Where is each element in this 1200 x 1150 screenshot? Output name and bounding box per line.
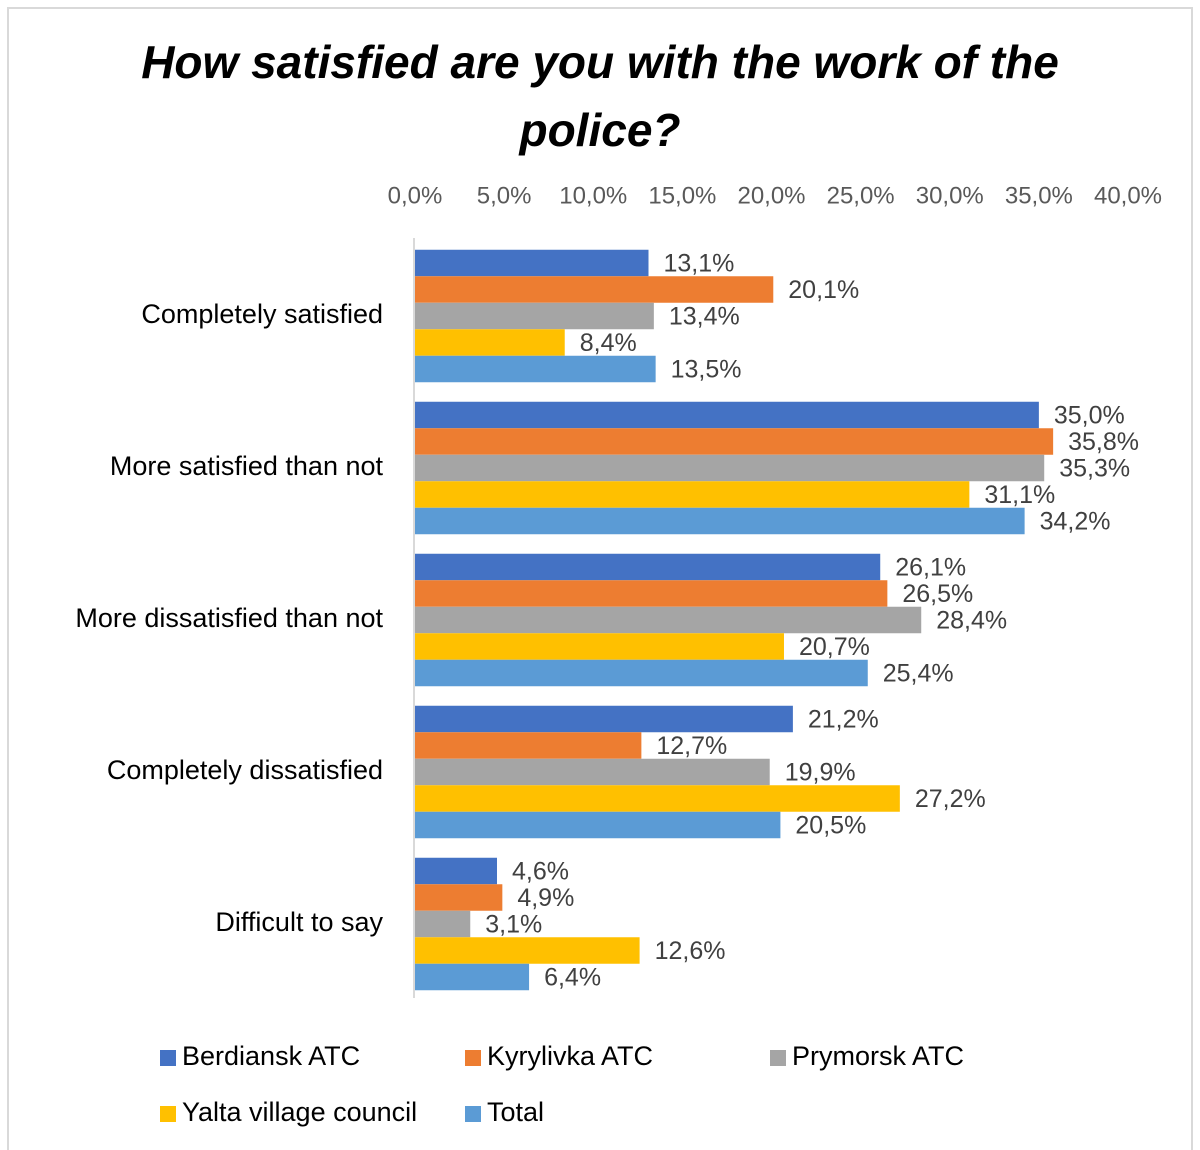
bar <box>415 276 774 303</box>
data-label: 35,0% <box>1054 402 1125 430</box>
data-label: 4,6% <box>512 858 569 886</box>
x-tick-label: 20,0% <box>737 182 805 209</box>
x-tick-label: 5,0% <box>477 182 532 209</box>
bar <box>415 302 654 330</box>
bar <box>415 884 503 911</box>
data-label: 4,9% <box>517 884 574 912</box>
legend-swatch <box>465 1106 481 1122</box>
bar <box>415 758 770 786</box>
x-tick-label: 25,0% <box>827 182 895 209</box>
data-label: 20,7% <box>799 633 870 661</box>
legend-label: Berdiansk ATC <box>182 1041 360 1071</box>
y-tick-label: Completely satisfied <box>141 299 383 329</box>
bar <box>415 580 888 607</box>
data-label: 19,9% <box>785 759 856 787</box>
x-tick-label: 30,0% <box>916 182 984 209</box>
x-tick-label: 10,0% <box>559 182 627 209</box>
legend-label: Yalta village council <box>182 1097 417 1127</box>
data-label: 35,3% <box>1059 455 1130 483</box>
data-label: 20,5% <box>795 812 866 840</box>
data-label: 35,8% <box>1068 428 1139 456</box>
bar <box>415 355 656 383</box>
bar <box>415 633 784 660</box>
data-label: 21,2% <box>808 706 879 734</box>
y-tick-label: Difficult to say <box>215 907 383 937</box>
y-tick-label: More satisfied than not <box>110 451 384 481</box>
bar <box>415 785 900 812</box>
bar <box>415 606 922 634</box>
data-label: 28,4% <box>936 607 1007 635</box>
bar <box>415 249 649 277</box>
data-label: 20,1% <box>788 276 859 304</box>
bar <box>415 811 781 839</box>
data-label: 27,2% <box>915 785 986 813</box>
x-tick-label: 0,0% <box>388 182 443 209</box>
bar <box>415 553 881 581</box>
x-tick-label: 35,0% <box>1005 182 1073 209</box>
data-label: 13,5% <box>671 356 742 384</box>
bar <box>415 705 793 733</box>
x-tick-label: 40,0% <box>1094 182 1162 209</box>
bar <box>415 401 1039 429</box>
bar <box>415 507 1025 535</box>
data-label: 26,5% <box>902 580 973 608</box>
bar <box>415 481 970 508</box>
legend-label: Prymorsk ATC <box>792 1041 964 1071</box>
data-label: 31,1% <box>984 481 1055 509</box>
data-label: 12,6% <box>655 937 726 965</box>
bar <box>415 937 640 964</box>
data-label: 25,4% <box>883 660 954 688</box>
chart-title: How satisfied are you with the work of t… <box>141 36 1059 156</box>
legend-swatch <box>465 1050 481 1066</box>
bar <box>415 910 471 938</box>
legend-label: Total <box>487 1097 544 1127</box>
bar <box>415 963 530 991</box>
chart-border <box>7 7 1193 1150</box>
legend-swatch <box>160 1106 176 1122</box>
data-label: 8,4% <box>580 329 637 357</box>
y-tick-label: Completely dissatisfied <box>107 755 383 785</box>
bar <box>415 428 1054 455</box>
data-label: 12,7% <box>656 732 727 760</box>
data-label: 13,1% <box>664 250 735 278</box>
data-label: 13,4% <box>669 303 740 331</box>
data-label: 34,2% <box>1040 508 1111 536</box>
bar <box>415 454 1045 482</box>
legend-swatch <box>160 1050 176 1066</box>
legend-swatch <box>770 1050 786 1066</box>
bar <box>415 732 642 759</box>
bar <box>415 329 565 356</box>
data-label: 6,4% <box>544 964 601 992</box>
legend-label: Kyrylivka ATC <box>487 1041 653 1071</box>
x-tick-label: 15,0% <box>648 182 716 209</box>
data-label: 3,1% <box>485 911 542 939</box>
bar <box>415 659 868 687</box>
bar <box>415 857 497 885</box>
y-tick-label: More dissatisfied than not <box>75 603 383 633</box>
data-label: 26,1% <box>895 554 966 582</box>
